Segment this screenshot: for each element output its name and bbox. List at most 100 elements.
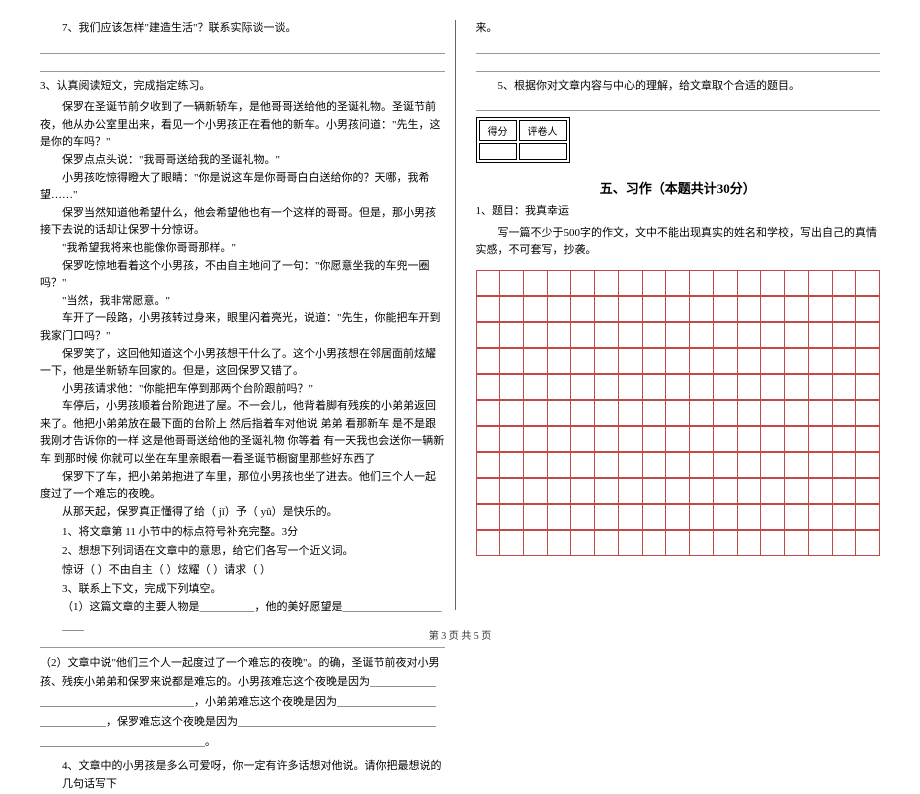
essay-cell [570, 478, 594, 504]
essay-cell [618, 504, 642, 530]
essay-cell [594, 530, 618, 556]
essay-cell [760, 426, 784, 452]
essay-cell [832, 400, 856, 426]
essay-cell [689, 478, 713, 504]
essay-cell [737, 348, 761, 374]
para: "当然，我非常愿意。" [40, 293, 445, 311]
essay-cell [570, 374, 594, 400]
essay-cell [570, 296, 594, 322]
passage: 保罗在圣诞节前夕收到了一辆新轿车，是他哥哥送给他的圣诞礼物。圣诞节前夜，他从办公… [40, 99, 445, 521]
essay-cell [832, 452, 856, 478]
essay-cell [855, 452, 880, 478]
continue-text: 来。 [476, 20, 881, 38]
essay-row [476, 504, 881, 530]
para: 保罗在圣诞节前夕收到了一辆新轿车，是他哥哥送给他的圣诞礼物。圣诞节前夜，他从办公… [40, 99, 445, 152]
para: 保罗当然知道他希望什么，他会希望他也有一个这样的哥哥。但是，那小男孩接下去说的话… [40, 205, 445, 240]
essay-cell [642, 426, 666, 452]
essay-cell [594, 348, 618, 374]
essay-cell [713, 374, 737, 400]
essay-cell [760, 270, 784, 296]
essay-cell [689, 452, 713, 478]
essay-cell [618, 296, 642, 322]
essay-cell [689, 270, 713, 296]
essay-cell [642, 530, 666, 556]
essay-cell [547, 374, 571, 400]
essay-cell [570, 426, 594, 452]
essay-row [476, 374, 881, 400]
para: "我希望我将来也能像你哥哥那样。" [40, 240, 445, 258]
essay-cell [832, 530, 856, 556]
para: 小男孩吃惊得瞪大了眼睛："你是说这车是你哥哥白白送给你的？天哪，我希望……" [40, 170, 445, 205]
essay-cell [547, 322, 571, 348]
essay-cell [665, 270, 689, 296]
para: 从那天起，保罗真正懂得了给（ jǐ）予（ yǔ）是快乐的。 [40, 504, 445, 522]
essay-cell [570, 270, 594, 296]
essay-cell [689, 530, 713, 556]
section-title: 五、习作（本题共计30分） [476, 178, 881, 197]
essay-cell [642, 296, 666, 322]
para: 保罗下了车，把小弟弟抱进了车里，那位小男孩也坐了进去。他们三个人一起度过了一个难… [40, 469, 445, 504]
essay-cell [476, 504, 500, 530]
para: 保罗吃惊地看着这个小男孩，不由自主地问了一句："你愿意坐我的车兜一圈吗？" [40, 258, 445, 293]
essay-cell [499, 348, 523, 374]
essay-cell [808, 478, 832, 504]
essay-cell [713, 504, 737, 530]
essay-cell [713, 530, 737, 556]
essay-cell [784, 504, 808, 530]
page-container: 7、我们应该怎样"建造生活"？联系实际谈一谈。 3、认真阅读短文，完成指定练习。… [0, 0, 920, 620]
essay-cell [523, 322, 547, 348]
answer-line [40, 42, 445, 54]
score-box: 得分 评卷人 [476, 117, 570, 163]
essay-cell [523, 296, 547, 322]
essay-cell [523, 478, 547, 504]
essay-cell [499, 478, 523, 504]
essay-title: 1、题目：我真幸运 [476, 203, 881, 221]
essay-cell [737, 530, 761, 556]
essay-cell [665, 348, 689, 374]
grader-label: 评卷人 [519, 120, 567, 141]
essay-cell [808, 400, 832, 426]
score-cell [479, 143, 517, 160]
essay-cell [760, 400, 784, 426]
essay-cell [665, 400, 689, 426]
essay-cell [808, 348, 832, 374]
essay-cell [832, 348, 856, 374]
essay-cell [855, 374, 880, 400]
essay-cell [547, 270, 571, 296]
essay-cell [784, 530, 808, 556]
essay-cell [523, 374, 547, 400]
essay-cell [855, 400, 880, 426]
essay-row [476, 426, 881, 452]
essay-cell [713, 296, 737, 322]
essay-cell [665, 478, 689, 504]
essay-cell [476, 400, 500, 426]
para: 保罗点点头说："我哥哥送给我的圣诞礼物。" [40, 152, 445, 170]
essay-cell [855, 270, 880, 296]
essay-cell [499, 530, 523, 556]
essay-cell [808, 504, 832, 530]
essay-cell [476, 348, 500, 374]
essay-cell [594, 374, 618, 400]
essay-row [476, 348, 881, 374]
essay-cell [665, 374, 689, 400]
essay-cell [713, 452, 737, 478]
essay-cell [784, 348, 808, 374]
essay-cell [547, 504, 571, 530]
essay-cell [689, 296, 713, 322]
essay-cell [713, 426, 737, 452]
essay-cell [594, 426, 618, 452]
essay-cell [784, 400, 808, 426]
essay-cell [476, 270, 500, 296]
essay-cell [665, 452, 689, 478]
essay-cell [547, 426, 571, 452]
sub-question-4: 4、文章中的小男孩是多么可爱呀，你一定有许多话想对他说。请你把最想说的几句话写下 [62, 757, 445, 794]
essay-cell [737, 400, 761, 426]
essay-cell [855, 348, 880, 374]
essay-cell [760, 530, 784, 556]
essay-cell [713, 270, 737, 296]
essay-cell [594, 504, 618, 530]
essay-cell [618, 426, 642, 452]
essay-cell [618, 530, 642, 556]
essay-cell [642, 322, 666, 348]
essay-cell [808, 452, 832, 478]
